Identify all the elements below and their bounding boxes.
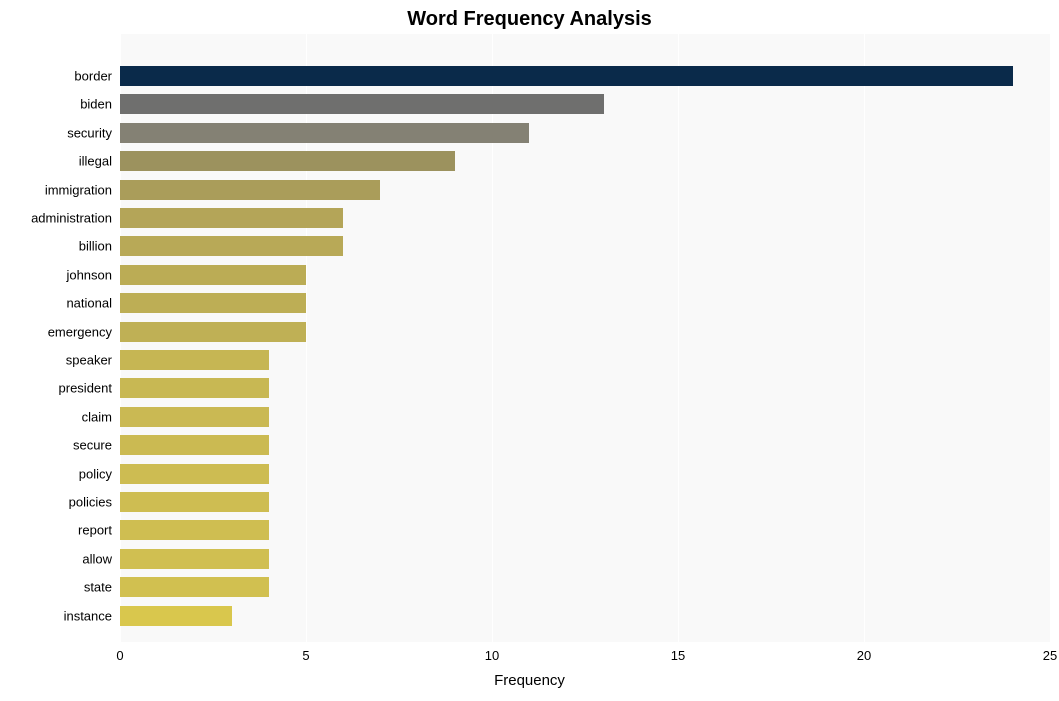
bar	[120, 293, 306, 313]
x-axis-label: Frequency	[0, 672, 1059, 689]
y-tick-label: state	[0, 580, 112, 595]
bar	[120, 236, 343, 256]
y-tick-label: johnson	[0, 267, 112, 282]
y-tick-label: report	[0, 523, 112, 538]
bar	[120, 94, 604, 114]
y-tick-label: instance	[0, 608, 112, 623]
y-tick-label: president	[0, 381, 112, 396]
grid-line	[678, 34, 679, 642]
y-tick-label: speaker	[0, 353, 112, 368]
bar	[120, 208, 343, 228]
y-tick-label: billion	[0, 239, 112, 254]
bar	[120, 151, 455, 171]
bar	[120, 322, 306, 342]
bar	[120, 520, 269, 540]
y-tick-label: claim	[0, 409, 112, 424]
plot-area	[120, 34, 1050, 642]
chart-container: Word Frequency Analysis Frequency 0 5 10 15…	[0, 0, 1059, 701]
y-tick-label: allow	[0, 551, 112, 566]
bar	[120, 577, 269, 597]
bar	[120, 265, 306, 285]
bar	[120, 66, 1013, 86]
y-tick-label: immigration	[0, 182, 112, 197]
x-tick-label: 25	[1043, 648, 1057, 663]
y-tick-label: secure	[0, 438, 112, 453]
y-tick-label: illegal	[0, 154, 112, 169]
y-tick-label: biden	[0, 97, 112, 112]
bar	[120, 435, 269, 455]
x-tick-label: 5	[302, 648, 309, 663]
y-tick-label: administration	[0, 211, 112, 226]
bar	[120, 492, 269, 512]
y-tick-label: policy	[0, 466, 112, 481]
y-tick-label: national	[0, 296, 112, 311]
bar	[120, 123, 529, 143]
x-tick-label: 15	[671, 648, 685, 663]
bar	[120, 180, 380, 200]
y-tick-label: emergency	[0, 324, 112, 339]
bar	[120, 378, 269, 398]
bar	[120, 464, 269, 484]
x-tick-label: 0	[116, 648, 123, 663]
x-tick-label: 20	[857, 648, 871, 663]
y-tick-label: border	[0, 69, 112, 84]
grid-line	[864, 34, 865, 642]
x-tick-label: 10	[485, 648, 499, 663]
bar	[120, 549, 269, 569]
bar	[120, 606, 232, 626]
bar	[120, 350, 269, 370]
chart-title: Word Frequency Analysis	[0, 8, 1059, 31]
grid-line	[1050, 34, 1051, 642]
bar	[120, 407, 269, 427]
y-tick-label: policies	[0, 495, 112, 510]
y-tick-label: security	[0, 125, 112, 140]
